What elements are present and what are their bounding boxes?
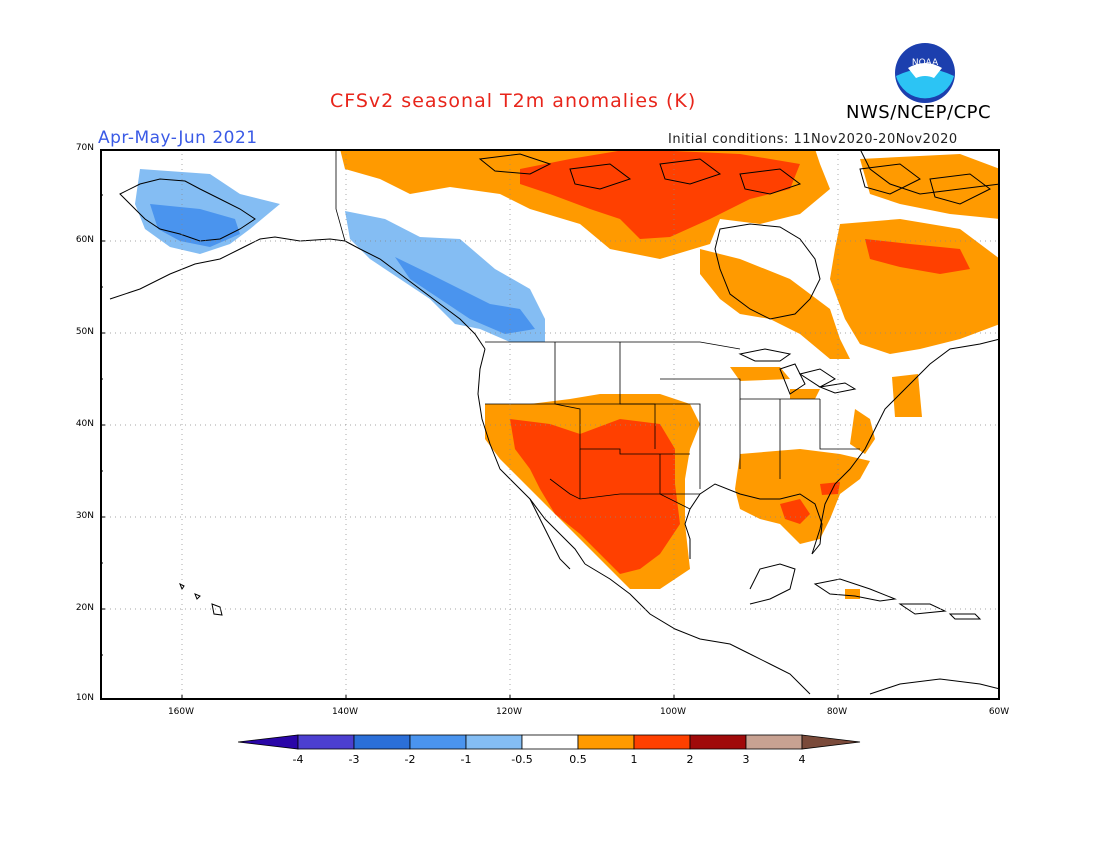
legend-label: -4	[292, 753, 304, 766]
legend-label: -0.5	[511, 753, 533, 766]
legend-swatch-2-1	[409, 734, 467, 750]
strong-warm-anomaly-florida	[780, 482, 840, 524]
anomaly-map	[100, 149, 1000, 700]
legend-label: -3	[348, 753, 360, 766]
warm-anomaly-southeast	[730, 367, 875, 544]
lon-label-80w: 80W	[826, 707, 848, 717]
legend-swatch-above-4	[801, 734, 861, 750]
lat-label-20n: 20N	[75, 603, 94, 613]
lon-label-160w: 160W	[167, 707, 195, 717]
legend-label: 0.5	[569, 753, 587, 766]
legend-label: 1	[630, 753, 638, 766]
season-label: Apr-May-Jun 2021	[98, 128, 258, 148]
lon-label-60w: 60W	[988, 707, 1010, 717]
lat-label-50n: 50N	[75, 327, 94, 337]
lat-lon-grid	[100, 149, 1000, 700]
legend-swatch-4-3	[297, 734, 355, 750]
lat-label-40n: 40N	[75, 419, 94, 429]
map-title: CFSv2 seasonal T2m anomalies (K)	[330, 90, 697, 112]
legend-label: -2	[404, 753, 416, 766]
map-frame	[100, 149, 1000, 700]
lat-label-70n: 70N	[75, 143, 94, 153]
legend-swatch-below-4	[238, 734, 299, 750]
legend-label: 4	[798, 753, 806, 766]
legend-swatch-1-05	[465, 734, 523, 750]
strong-warm-anomaly-arctic-canada	[520, 149, 800, 239]
agency-label: NWS/NCEP/CPC	[846, 102, 992, 123]
coastlines	[109, 149, 1000, 695]
lon-label-140w: 140W	[331, 707, 359, 717]
lon-label-100w: 100W	[659, 707, 687, 717]
legend-label: 3	[742, 753, 750, 766]
legend-swatch-neutral	[521, 734, 579, 750]
strong-warm-anomaly-southwest	[510, 419, 680, 574]
logo-text: NOAA	[912, 58, 939, 68]
lat-label-10n: 10N	[75, 693, 94, 703]
legend-swatch-3-2	[353, 734, 411, 750]
legend-swatch-2-3	[689, 734, 747, 750]
strong-warm-anomaly-labrador	[865, 239, 970, 274]
lat-label-30n: 30N	[75, 511, 94, 521]
legend-swatch-3-4	[745, 734, 803, 750]
legend-label: -1	[460, 753, 472, 766]
noaa-logo: NOAA	[894, 42, 956, 104]
color-legend	[238, 734, 861, 750]
strong-cool-anomaly-alaska	[150, 204, 240, 247]
legend-label: 2	[686, 753, 694, 766]
political-borders	[335, 149, 860, 510]
lat-label-60n: 60N	[75, 235, 94, 245]
legend-swatch-1-2	[633, 734, 691, 750]
strong-cool-anomaly-bc	[395, 257, 535, 334]
legend-swatch-05-1	[577, 734, 635, 750]
initial-conditions-label: Initial conditions: 11Nov2020-20Nov2020	[668, 132, 958, 147]
lon-label-120w: 120W	[495, 707, 523, 717]
